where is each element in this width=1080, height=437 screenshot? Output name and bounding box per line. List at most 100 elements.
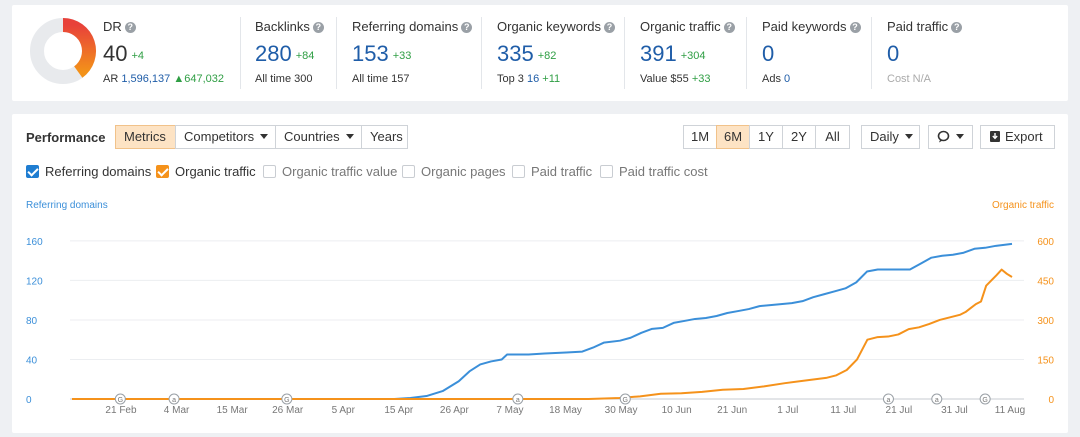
right-tick-label: 450 bbox=[1037, 276, 1054, 287]
tab-countries[interactable]: Countries bbox=[275, 125, 362, 149]
annotation-marker-letter: G bbox=[118, 397, 123, 404]
ar-delta: ▲647,032 bbox=[173, 73, 224, 85]
right-tick-label: 600 bbox=[1037, 237, 1054, 248]
checkbox[interactable] bbox=[402, 165, 415, 178]
organic-traffic-line[interactable] bbox=[72, 268, 1013, 400]
interval-select[interactable]: Daily bbox=[861, 125, 920, 149]
annotation-marker-letter: a bbox=[935, 397, 939, 404]
range-2y[interactable]: 2Y bbox=[782, 125, 816, 149]
backlinks-value[interactable]: 280 bbox=[255, 41, 292, 66]
top3-label: Top 3 bbox=[497, 73, 524, 85]
annotation-marker-letter: a bbox=[516, 397, 520, 404]
organic-keywords-value[interactable]: 335 bbox=[497, 41, 534, 66]
organic-keywords-label: Organic keywords bbox=[497, 19, 602, 34]
help-icon[interactable]: ? bbox=[312, 22, 324, 33]
organic-keywords-delta: +82 bbox=[537, 50, 557, 62]
divider bbox=[746, 17, 747, 89]
left-tick-label: 0 bbox=[26, 395, 32, 406]
annotation-marker-letter: G bbox=[982, 397, 987, 404]
chevron-down-icon bbox=[260, 134, 269, 139]
backlinks-sub: All time 300 bbox=[255, 73, 313, 85]
help-icon[interactable]: ? bbox=[951, 22, 963, 33]
x-tick-label: 10 Jun bbox=[662, 405, 692, 416]
referring-domains-line[interactable] bbox=[72, 242, 1013, 400]
paid-keywords-value[interactable]: 0 bbox=[762, 41, 775, 66]
dr-donut-chart bbox=[30, 18, 96, 84]
right-tick-label: 150 bbox=[1037, 355, 1054, 366]
divider bbox=[481, 17, 482, 89]
ar-value: 1,596,137 bbox=[121, 73, 171, 85]
dr-delta: +4 bbox=[131, 50, 145, 62]
range-1m[interactable]: 1M bbox=[683, 125, 717, 149]
annotation-marker-letter: a bbox=[887, 397, 891, 404]
organic-traffic-value[interactable]: 391 bbox=[640, 41, 677, 66]
referring-domains-sub: All time 157 bbox=[352, 73, 410, 85]
performance-chart[interactable]: Referring domains Organic traffic 0 0 40 150 8… bbox=[12, 194, 1068, 419]
x-tick-label: 30 May bbox=[605, 405, 638, 416]
referring-domains-value[interactable]: 153 bbox=[352, 41, 389, 66]
annotation-marker-letter: G bbox=[284, 397, 289, 404]
annotation-marker[interactable] bbox=[931, 393, 943, 405]
annotation-marker[interactable] bbox=[281, 393, 293, 405]
tab-years[interactable]: Years bbox=[361, 125, 408, 149]
ar-label: AR bbox=[103, 73, 119, 85]
backlinks-label: Backlinks bbox=[255, 19, 310, 34]
chevron-down-icon bbox=[345, 134, 354, 139]
left-tick-label: 120 bbox=[26, 276, 43, 287]
annotations-button[interactable] bbox=[928, 125, 973, 149]
right-tick-label: 0 bbox=[1048, 395, 1054, 406]
tab-metrics[interactable]: Metrics bbox=[115, 125, 176, 149]
help-icon[interactable]: ? bbox=[723, 22, 735, 33]
checkbox[interactable] bbox=[600, 165, 613, 178]
divider bbox=[336, 17, 337, 89]
organic-traffic-label: Organic traffic bbox=[640, 19, 721, 34]
x-tick-label: 26 Apr bbox=[440, 405, 470, 416]
checkbox[interactable] bbox=[512, 165, 525, 178]
help-icon[interactable]: ? bbox=[124, 22, 136, 33]
range-all[interactable]: All bbox=[815, 125, 850, 149]
dr-label: DR bbox=[103, 19, 122, 34]
left-tick-label: 80 bbox=[26, 316, 38, 327]
annotation-marker[interactable] bbox=[168, 393, 180, 405]
ads-label: Ads bbox=[762, 73, 781, 85]
top3-delta: +11 bbox=[542, 73, 561, 85]
top3-value[interactable]: 16 bbox=[526, 73, 540, 85]
annotation-marker[interactable] bbox=[979, 393, 991, 405]
download-icon bbox=[990, 131, 1000, 142]
checkbox[interactable] bbox=[26, 165, 39, 178]
help-icon[interactable]: ? bbox=[604, 22, 616, 33]
annotation-marker[interactable] bbox=[512, 393, 524, 405]
help-icon[interactable]: ? bbox=[849, 22, 861, 33]
tab-competitors[interactable]: Competitors bbox=[175, 125, 276, 149]
paid-traffic-value[interactable]: 0 bbox=[887, 41, 900, 66]
x-tick-label: 11 Jul bbox=[830, 405, 856, 416]
annotation-marker[interactable] bbox=[882, 393, 894, 405]
traffic-value-delta: +33 bbox=[691, 73, 711, 85]
metrics-card: DR? 40 +4 AR 1,596,137 ▲647,032 Backlinks… bbox=[12, 5, 1068, 101]
checkbox[interactable] bbox=[263, 165, 276, 178]
chevron-down-icon bbox=[956, 134, 964, 139]
annotation-marker[interactable] bbox=[114, 393, 126, 405]
divider bbox=[624, 17, 625, 89]
range-6m[interactable]: 6M bbox=[716, 125, 750, 149]
paid-traffic-cost: Cost N/A bbox=[887, 73, 932, 85]
right-tick-label: 300 bbox=[1037, 316, 1054, 327]
x-tick-label: 31 Jul bbox=[941, 405, 968, 416]
range-1y[interactable]: 1Y bbox=[749, 125, 783, 149]
divider bbox=[871, 17, 872, 89]
comment-icon bbox=[937, 130, 950, 143]
help-icon[interactable]: ? bbox=[461, 22, 473, 33]
x-tick-label: 21 Jul bbox=[886, 405, 913, 416]
traffic-value: $55 bbox=[670, 73, 689, 85]
checkbox[interactable] bbox=[156, 165, 169, 178]
dr-value: 40 bbox=[103, 41, 128, 66]
x-tick-label: 18 May bbox=[549, 405, 582, 416]
annotation-marker[interactable] bbox=[619, 393, 631, 405]
ads-value[interactable]: 0 bbox=[784, 73, 791, 85]
export-button[interactable]: Export bbox=[980, 125, 1055, 149]
paid-traffic-label: Paid traffic bbox=[887, 19, 949, 34]
referring-domains-delta: +33 bbox=[392, 50, 412, 62]
paid-keywords-label: Paid keywords bbox=[762, 19, 847, 34]
performance-card: Performance Metrics Competitors Countrie… bbox=[12, 114, 1068, 433]
organic-traffic-delta: +304 bbox=[680, 50, 706, 62]
